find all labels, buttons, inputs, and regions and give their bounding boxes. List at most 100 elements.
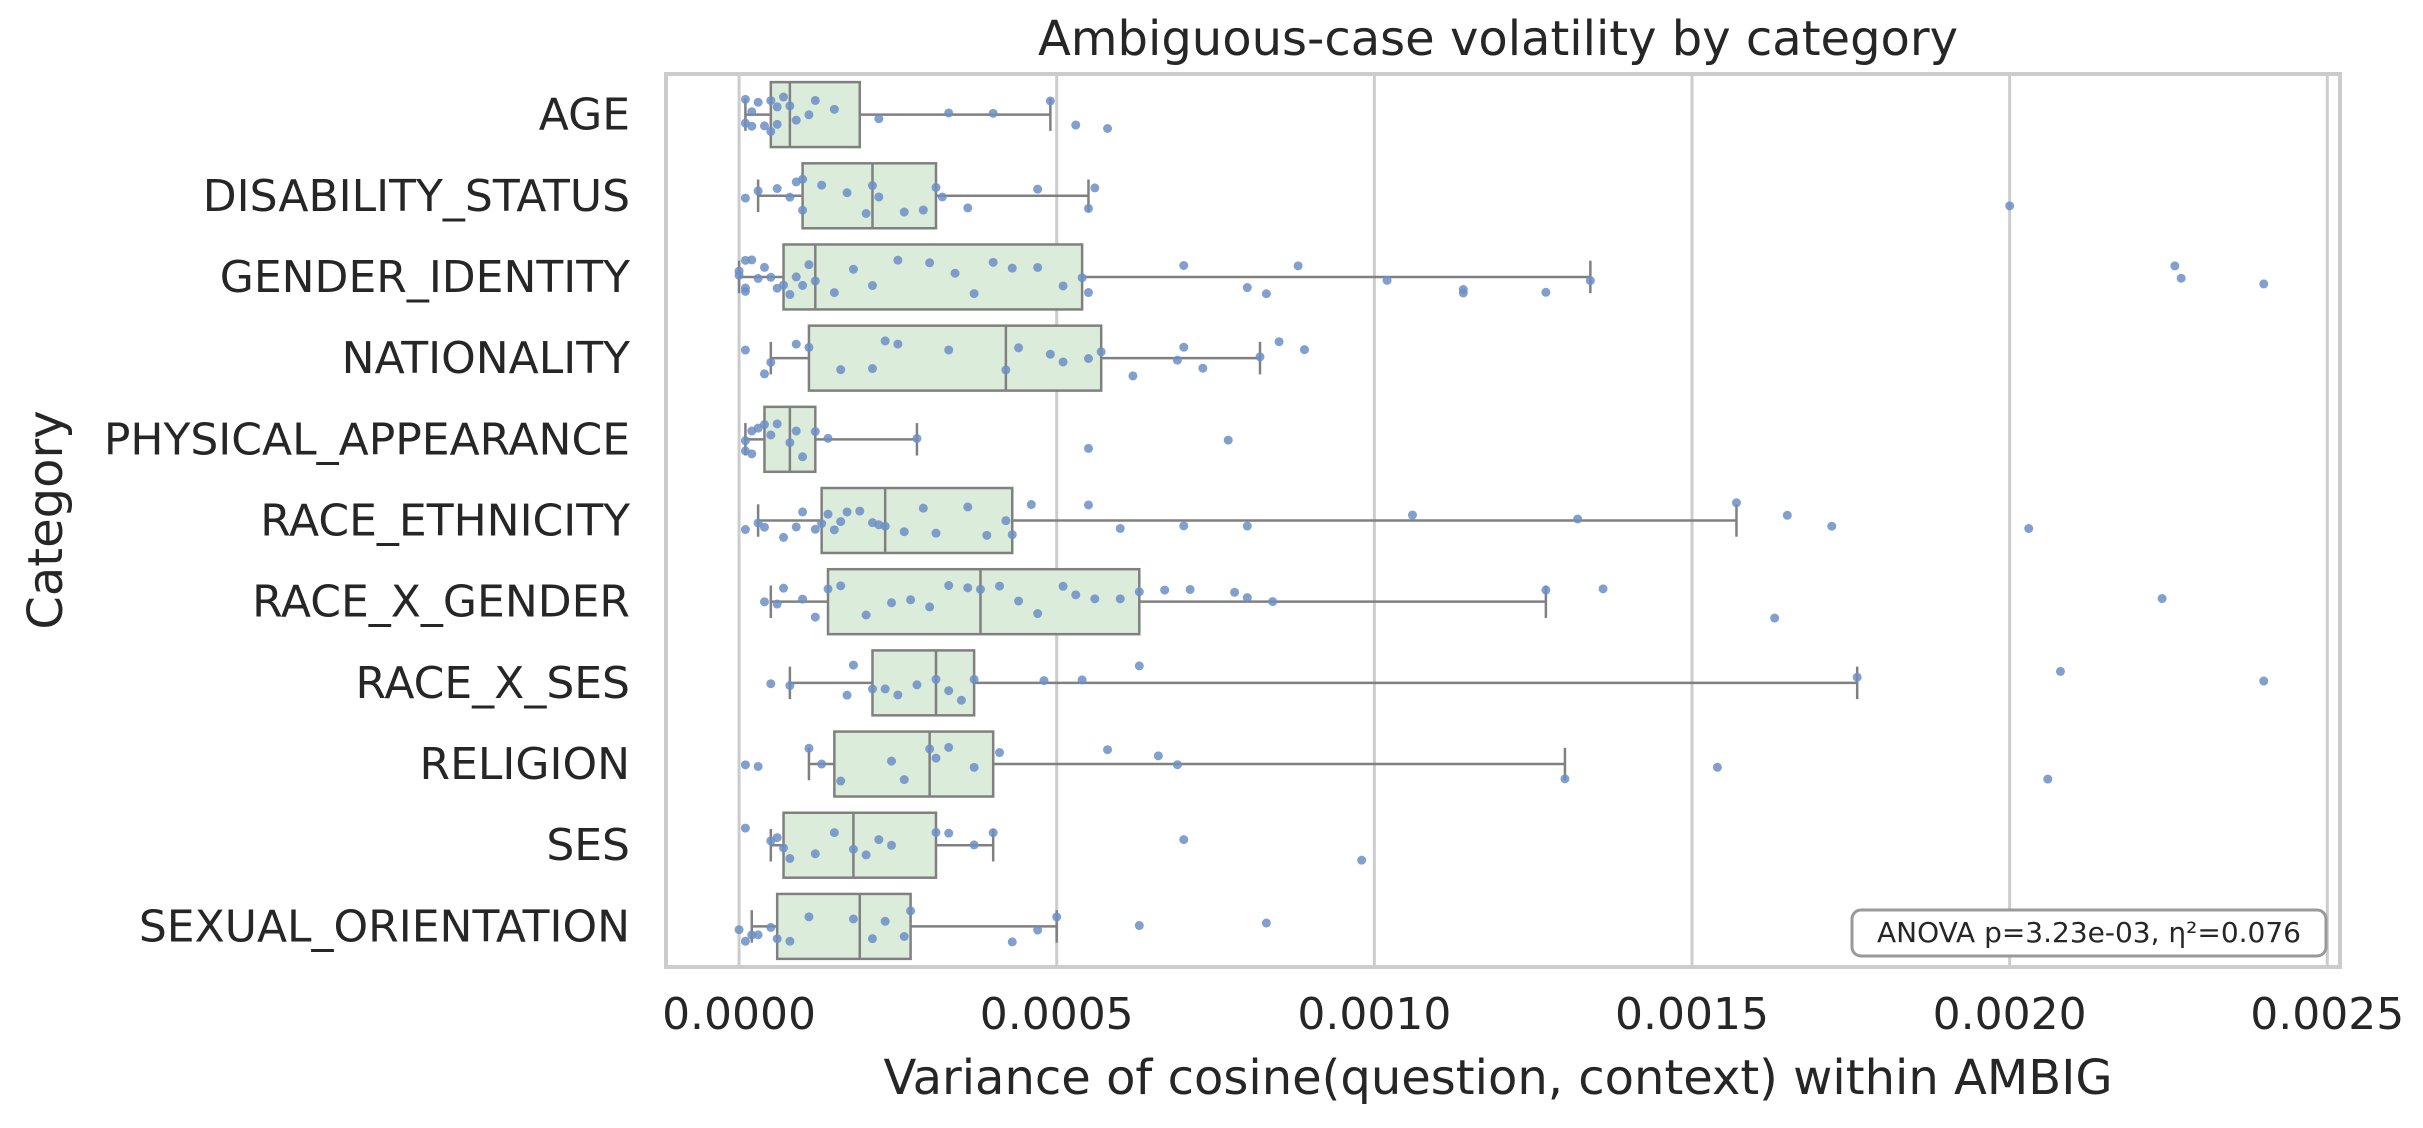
data-point bbox=[798, 205, 808, 215]
data-point bbox=[969, 289, 979, 299]
data-point bbox=[779, 532, 789, 542]
data-point bbox=[887, 756, 897, 766]
data-point bbox=[1001, 516, 1011, 526]
data-point bbox=[931, 753, 941, 763]
data-point bbox=[931, 674, 941, 684]
data-point bbox=[944, 581, 954, 591]
data-point bbox=[836, 517, 846, 527]
data-point bbox=[1045, 349, 1055, 359]
data-point bbox=[798, 452, 808, 462]
data-point bbox=[804, 342, 814, 352]
data-point bbox=[855, 506, 865, 516]
data-point bbox=[1096, 347, 1106, 357]
data-point bbox=[740, 193, 750, 203]
data-point bbox=[1299, 345, 1309, 355]
data-point bbox=[874, 114, 884, 124]
data-point bbox=[848, 914, 858, 924]
data-point bbox=[740, 94, 750, 104]
data-point bbox=[759, 262, 769, 272]
data-point bbox=[804, 110, 814, 120]
data-point bbox=[740, 283, 750, 293]
data-point bbox=[1077, 675, 1087, 685]
data-point bbox=[867, 281, 877, 291]
data-point bbox=[766, 357, 776, 367]
anova-annotation: ANOVA p=3.23e-03, η²=0.076 bbox=[1850, 908, 2328, 958]
data-point bbox=[931, 827, 941, 837]
data-point bbox=[1198, 363, 1208, 373]
data-point bbox=[1852, 672, 1862, 682]
data-point bbox=[1255, 352, 1265, 362]
data-point bbox=[893, 690, 903, 700]
data-point bbox=[817, 180, 827, 190]
data-point bbox=[766, 126, 776, 136]
data-point bbox=[810, 849, 820, 859]
data-point bbox=[1090, 594, 1100, 604]
data-point bbox=[785, 192, 795, 202]
data-point bbox=[1083, 288, 1093, 298]
data-point bbox=[848, 844, 858, 854]
data-point bbox=[880, 336, 890, 346]
data-point bbox=[880, 916, 890, 926]
data-point bbox=[734, 266, 744, 276]
data-point bbox=[1052, 912, 1062, 922]
data-point bbox=[772, 599, 782, 609]
iqr-box bbox=[775, 892, 912, 961]
data-point bbox=[1782, 510, 1792, 520]
iqr-box bbox=[769, 80, 862, 149]
data-point bbox=[880, 684, 890, 694]
data-point bbox=[785, 438, 795, 448]
data-point bbox=[842, 507, 852, 517]
y-tick-label: PHYSICAL_APPEARANCE bbox=[104, 414, 630, 465]
data-point bbox=[1598, 584, 1608, 594]
data-point bbox=[1134, 661, 1144, 671]
data-point bbox=[772, 419, 782, 429]
data-point bbox=[766, 679, 776, 689]
data-point bbox=[1083, 203, 1093, 213]
y-tick-label: RACE_X_GENDER bbox=[252, 577, 630, 628]
data-point bbox=[1134, 921, 1144, 931]
data-point bbox=[1083, 500, 1093, 510]
data-point bbox=[995, 581, 1005, 591]
data-point bbox=[836, 581, 846, 591]
data-point bbox=[2005, 201, 2015, 211]
data-point bbox=[1058, 357, 1068, 367]
data-point bbox=[1115, 523, 1125, 533]
data-point bbox=[1261, 918, 1271, 928]
box-race-x-gender bbox=[769, 567, 1548, 636]
data-point bbox=[1179, 260, 1189, 270]
data-point bbox=[988, 828, 998, 838]
data-point bbox=[1585, 276, 1595, 286]
data-point bbox=[804, 260, 814, 270]
data-point bbox=[1357, 855, 1367, 865]
data-point bbox=[753, 97, 763, 107]
box-race-ethnicity bbox=[756, 486, 1738, 555]
data-point bbox=[1033, 184, 1043, 194]
x-tick-label: 0.0005 bbox=[980, 989, 1134, 1040]
annotation-box bbox=[1850, 908, 2328, 958]
data-point bbox=[2170, 261, 2180, 271]
data-point bbox=[1382, 275, 1392, 285]
data-point bbox=[937, 192, 947, 202]
data-point bbox=[912, 433, 922, 443]
data-point bbox=[988, 257, 998, 267]
data-point bbox=[810, 95, 820, 105]
data-point bbox=[1083, 353, 1093, 363]
data-point bbox=[931, 528, 941, 538]
iqr-box bbox=[782, 243, 1084, 311]
data-point bbox=[747, 930, 757, 940]
data-point bbox=[2043, 774, 2053, 784]
data-point bbox=[861, 850, 871, 860]
data-point bbox=[740, 436, 750, 446]
data-point bbox=[2176, 273, 2186, 283]
x-tick-label: 0.0025 bbox=[2250, 989, 2404, 1040]
iqr-box bbox=[833, 730, 995, 798]
box-disability-status bbox=[756, 162, 1090, 230]
data-point bbox=[798, 507, 808, 517]
data-point bbox=[1242, 521, 1252, 531]
data-point bbox=[779, 92, 789, 102]
data-point bbox=[810, 427, 820, 437]
x-tick-label: 0.0015 bbox=[1615, 989, 1769, 1040]
data-point bbox=[753, 186, 763, 196]
